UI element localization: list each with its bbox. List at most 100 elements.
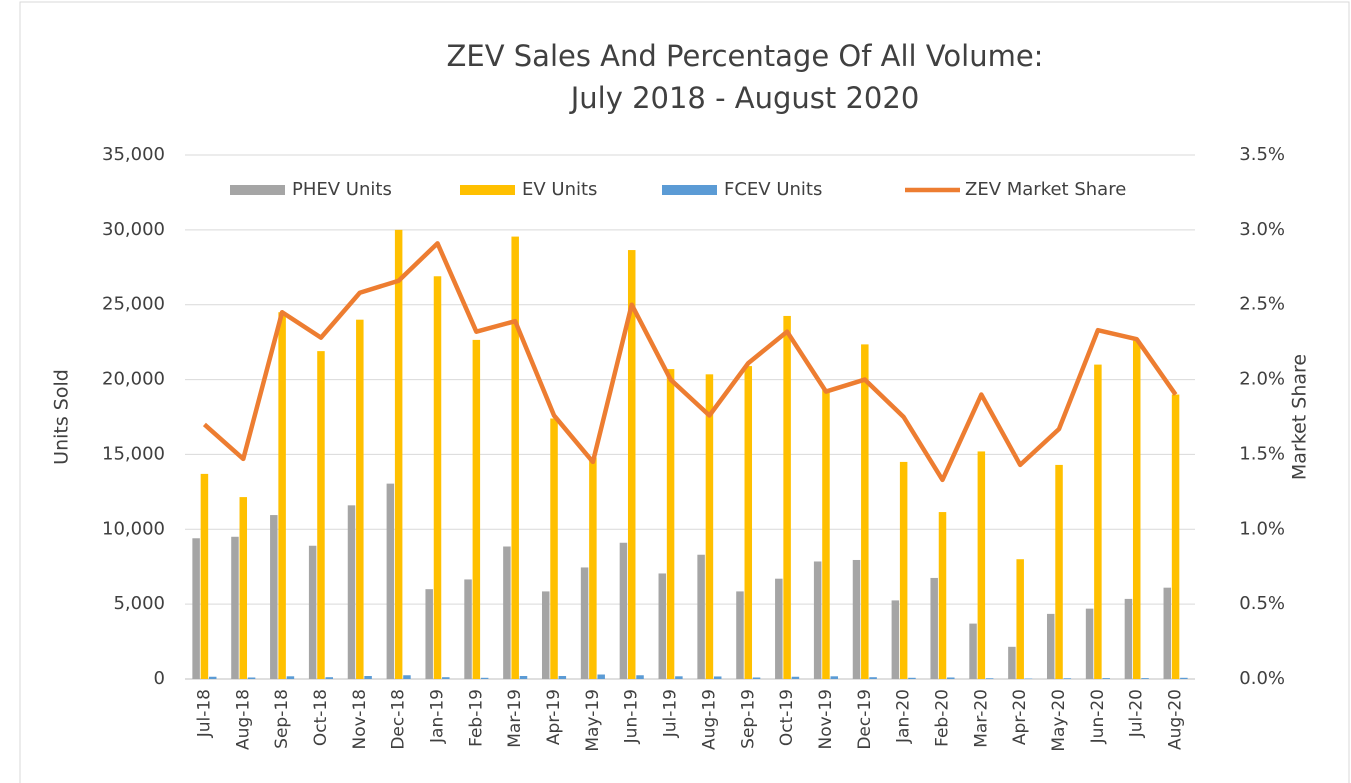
bar: [597, 674, 605, 679]
bar: [1046, 613, 1055, 679]
bar: [675, 676, 683, 679]
bar: [1055, 464, 1063, 679]
bar: [938, 512, 947, 679]
x-tick-label: Nov-19: [816, 689, 836, 750]
bar: [550, 418, 558, 679]
x-tick-label: Oct-19: [777, 689, 797, 746]
bar: [852, 559, 861, 679]
bar: [977, 451, 986, 679]
x-tick-label: Mar-19: [505, 689, 525, 748]
bar: [433, 276, 442, 679]
legend-swatch: [230, 185, 285, 195]
x-tick-label: Sep-18: [272, 689, 292, 749]
bar: [425, 589, 433, 679]
legend-label: PHEV Units: [292, 179, 392, 200]
bar: [1180, 677, 1188, 679]
bar: [386, 483, 395, 679]
bar: [775, 578, 783, 679]
bar: [286, 676, 295, 679]
x-tick-label: Oct-18: [311, 689, 331, 746]
x-tick-label: Nov-18: [350, 689, 370, 750]
x-tick-label: Jan-19: [428, 689, 448, 744]
bar: [270, 515, 278, 679]
bar: [891, 600, 900, 679]
y-tick-label: 15,000: [102, 443, 165, 464]
x-tick-label: Jul-19: [661, 689, 681, 738]
legend-swatch: [460, 185, 515, 195]
bar: [658, 573, 667, 679]
bar: [356, 319, 364, 679]
bar: [1102, 678, 1110, 679]
bar: [947, 677, 955, 679]
bar: [278, 312, 286, 679]
legend-label: ZEV Market Share: [965, 179, 1126, 200]
x-tick-label: Feb-20: [933, 689, 953, 747]
bar: [969, 623, 977, 679]
line: [202, 241, 1178, 483]
x-tick-label: Aug-18: [233, 689, 253, 750]
bar: [308, 545, 317, 679]
y2-tick-label: 3.5%: [1239, 144, 1285, 165]
bar: [697, 554, 705, 679]
bar: [908, 677, 916, 679]
bar: [705, 374, 714, 679]
bar: [464, 579, 472, 679]
bar: [869, 677, 877, 679]
bar: [985, 678, 994, 679]
bar: [930, 577, 938, 679]
x-tick-label: Jun-20: [1088, 689, 1108, 744]
bar: [822, 390, 830, 679]
bar: [580, 567, 589, 679]
bar: [736, 591, 744, 679]
bar: [830, 676, 839, 679]
bar: [666, 369, 675, 679]
bar: [1171, 394, 1180, 679]
bar: [231, 536, 239, 679]
bar: [713, 676, 722, 679]
bar: [511, 236, 519, 679]
bar: [636, 675, 644, 679]
x-tick-label: Jul-20: [1127, 689, 1147, 738]
bar: [861, 344, 869, 679]
bar: [347, 505, 356, 679]
bar: [589, 457, 597, 679]
y-tick-label: 0: [154, 668, 165, 689]
y-tick-label: 20,000: [102, 369, 165, 390]
bar: [899, 461, 908, 679]
x-tick-label: Jul-18: [194, 689, 214, 738]
bar: [791, 676, 800, 679]
bar: [783, 315, 791, 679]
y2-tick-label: 1.0%: [1239, 518, 1285, 539]
y2-tick-label: 1.5%: [1239, 443, 1285, 464]
bar: [503, 546, 511, 679]
bar: [1085, 608, 1094, 679]
y-tick-label: 25,000: [102, 294, 165, 315]
y-tick-label: 10,000: [102, 518, 165, 539]
x-tick-label: Aug-20: [1166, 689, 1186, 750]
x-tick-label: Feb-19: [466, 689, 486, 747]
bar: [364, 676, 372, 679]
bar: [813, 561, 822, 679]
bar: [1094, 364, 1102, 679]
bar: [208, 676, 217, 679]
bar: [1141, 678, 1149, 679]
bar: [192, 538, 200, 679]
bar: [472, 339, 481, 679]
y2-axis-title: Market Share: [1289, 354, 1311, 480]
bar: [317, 351, 325, 679]
y-tick-label: 5,000: [113, 593, 165, 614]
x-tick-label: May-19: [583, 689, 603, 752]
bar: [1016, 559, 1024, 679]
bar: [1132, 340, 1141, 679]
y2-tick-label: 0.5%: [1239, 593, 1285, 614]
y-axis-title: Units Sold: [51, 369, 73, 465]
bar: [239, 497, 248, 679]
y2-tick-label: 2.0%: [1239, 369, 1285, 390]
bar: [1163, 587, 1172, 679]
chart-subtitle: July 2018 - August 2020: [569, 81, 920, 115]
x-tick-label: Jan-20: [894, 689, 914, 744]
bar: [744, 366, 753, 679]
bar: [1124, 598, 1133, 679]
x-tick-label: Dec-18: [389, 689, 409, 750]
